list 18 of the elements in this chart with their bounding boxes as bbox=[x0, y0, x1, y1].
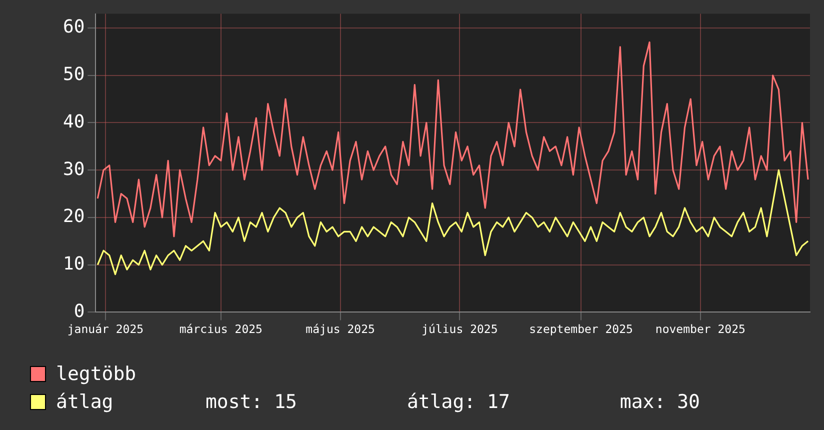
x-tick-label: július 2025 bbox=[422, 322, 498, 336]
y-tick-label: 50 bbox=[62, 64, 85, 86]
x-tick-label: november 2025 bbox=[655, 322, 746, 336]
text: max: 30 bbox=[620, 391, 700, 413]
y-tick-label: 10 bbox=[62, 254, 85, 275]
x-tick-label: január 2025 bbox=[67, 322, 144, 336]
y-tick-label: 0 bbox=[74, 300, 85, 322]
legend-label: legtöbb bbox=[56, 363, 138, 385]
x-tick-label: szeptember 2025 bbox=[529, 322, 633, 336]
legend-label: átlag bbox=[56, 391, 114, 413]
y-tick-label: 40 bbox=[62, 111, 85, 132]
y-tick-label: 20 bbox=[62, 206, 85, 228]
text: most: 15 bbox=[205, 391, 297, 413]
x-tick-label: május 2025 bbox=[306, 322, 375, 336]
text: átlag: 17 bbox=[406, 391, 510, 413]
y-tick-label: 60 bbox=[62, 16, 85, 38]
y-tick-label: 30 bbox=[62, 158, 85, 180]
x-tick-label: március 2025 bbox=[179, 322, 262, 336]
